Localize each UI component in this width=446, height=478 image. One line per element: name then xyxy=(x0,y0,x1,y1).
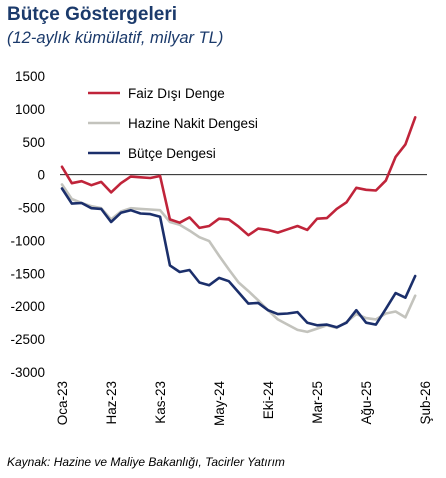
y-tick-label: 500 xyxy=(22,135,45,150)
x-tick-label: Oca-23 xyxy=(55,381,70,425)
y-axis: 1500 1000 500 0 -500 -1000 -1500 -2000 -2500 -300… xyxy=(10,69,427,380)
x-tick-label: Kas-23 xyxy=(153,381,168,424)
series-line-3 xyxy=(60,187,417,329)
y-tick-label: -500 xyxy=(18,201,45,216)
x-tick-label: May-24 xyxy=(212,381,227,427)
y-tick-label: 1000 xyxy=(15,102,45,117)
source-note: Kaynak: Hazine ve Maliye Bakanlığı, Taci… xyxy=(7,455,285,469)
y-tick-label: -1500 xyxy=(10,266,45,281)
series-line-2 xyxy=(60,183,417,334)
y-tick-label: -1000 xyxy=(10,233,45,248)
y-tick-label: -2500 xyxy=(10,332,45,347)
y-tick-label: -2000 xyxy=(10,299,45,314)
series-lines xyxy=(60,116,417,334)
x-tick-label: Mar-25 xyxy=(310,381,325,424)
legend-label: Faiz Dışı Denge xyxy=(128,86,225,101)
x-tick-label: Ağu-25 xyxy=(359,381,374,425)
legend-label: Bütçe Dengesi xyxy=(128,146,216,161)
x-axis: Oca-23 Haz-23 Kas-23 May-24 Eki-24 Mar-25 Ağu-… xyxy=(55,381,433,427)
x-tick-label: Haz-23 xyxy=(104,381,119,425)
x-tick-label: Eki-24 xyxy=(261,381,276,420)
chart-title: Bütçe Göstergeleri xyxy=(7,4,177,25)
legend-label: Hazine Nakit Dengesi xyxy=(128,116,258,131)
y-tick-label: 0 xyxy=(37,168,45,183)
x-tick-label: Şub-26 xyxy=(418,381,433,425)
series-line-1 xyxy=(60,116,417,237)
y-tick-label: 1500 xyxy=(15,69,45,84)
chart-subtitle: (12-aylık kümülatif, milyar TL) xyxy=(7,29,224,47)
legend: Faiz Dışı Denge Hazine Nakit Dengesi Bütçe… xyxy=(88,86,258,161)
y-tick-label: -3000 xyxy=(10,365,45,380)
